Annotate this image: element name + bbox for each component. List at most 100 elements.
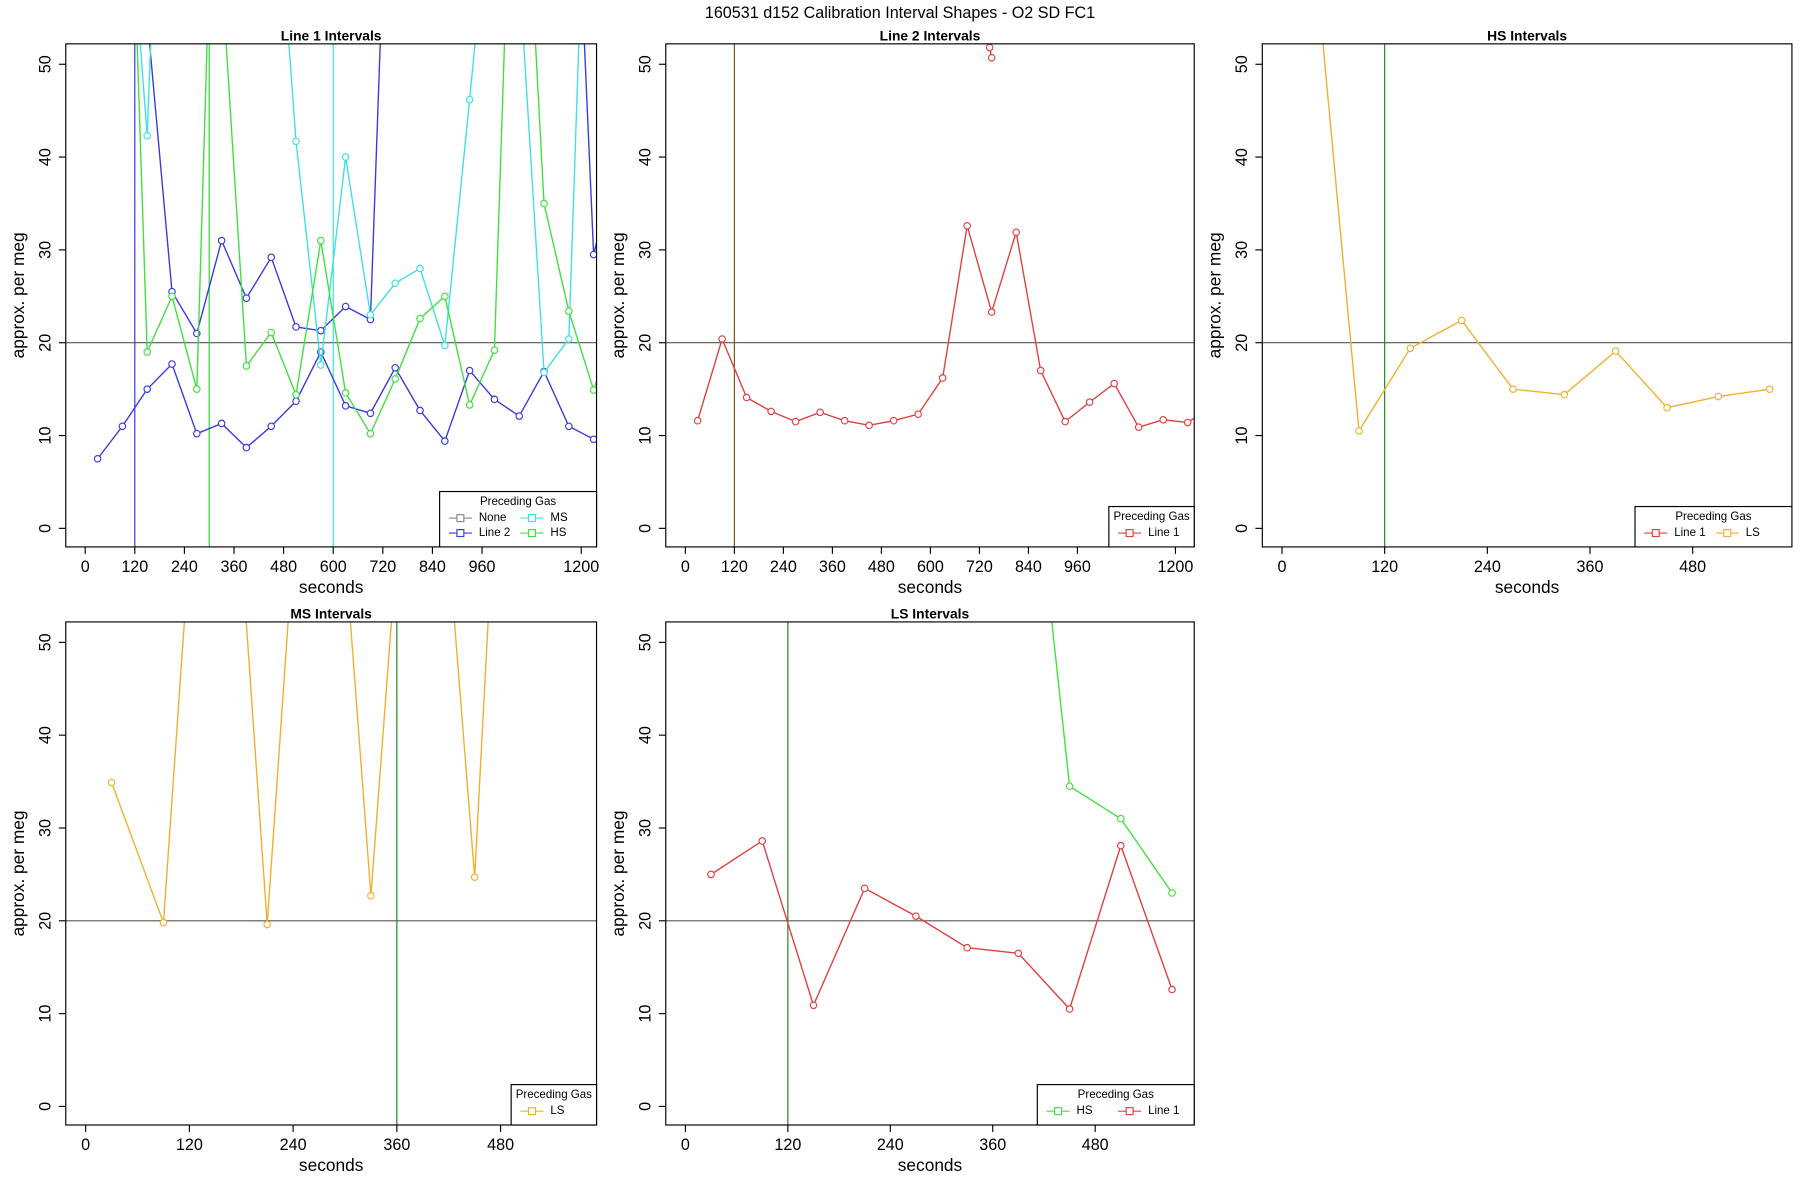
point [1509, 385, 1517, 393]
legend-marker [1723, 529, 1732, 538]
x-tick-label: 840 [419, 558, 446, 576]
point [1168, 889, 1176, 897]
point [758, 837, 767, 845]
point [1065, 1005, 1074, 1013]
point [366, 311, 375, 319]
y-tick-label: 50 [1233, 55, 1251, 73]
y-tick-label: 40 [636, 726, 654, 744]
point [985, 43, 994, 52]
point [742, 393, 751, 402]
point [366, 409, 375, 418]
point [938, 374, 947, 382]
point [603, 200, 609, 206]
y-tick-label: 40 [36, 726, 54, 744]
y-tick-label: 0 [636, 1102, 654, 1111]
point [292, 323, 300, 331]
plot-area [665, 43, 1195, 547]
x-tick-label: 120 [176, 1136, 203, 1154]
panel-title: HS Intervals [1487, 28, 1567, 44]
x-tick-label: 360 [221, 558, 248, 576]
figure-title: 160531 d152 Calibration Interval Shapes … [705, 4, 1095, 22]
plot-area [65, 43, 609, 547]
point [1134, 423, 1143, 431]
panel-title: Line 1 Intervals [281, 28, 382, 44]
point [267, 328, 276, 337]
point [1159, 415, 1168, 424]
y-tick-label: 10 [1233, 427, 1251, 445]
x-tick-label: 120 [1371, 558, 1398, 576]
x-tick-label: 600 [320, 558, 347, 576]
point [193, 385, 201, 393]
series-line [710, 839, 1173, 1011]
point [441, 341, 449, 350]
point [341, 402, 350, 410]
x-tick-label: 240 [770, 558, 797, 576]
point [490, 346, 499, 354]
point [1663, 403, 1671, 412]
point [791, 417, 800, 426]
point [1765, 385, 1774, 393]
point [860, 884, 869, 893]
y-tick-label: 50 [636, 633, 654, 651]
point [416, 314, 424, 323]
y-tick-label: 0 [1233, 524, 1251, 533]
point [416, 264, 424, 273]
point [767, 407, 775, 416]
x-tick-label: 840 [1015, 558, 1042, 576]
legend-title: Preceding Gas [1675, 511, 1751, 523]
y-axis-label: approx. per meg [608, 810, 628, 936]
point [540, 199, 548, 208]
y-axis-label: approx. per meg [8, 232, 28, 358]
point [391, 279, 400, 288]
x-axis-label: seconds [898, 1155, 963, 1175]
point [107, 778, 116, 787]
point [441, 292, 449, 301]
point [515, 412, 524, 420]
point [391, 363, 400, 372]
legend-box [1634, 505, 1793, 548]
point [589, 250, 597, 259]
panel-title: Line 2 Intervals [880, 28, 981, 44]
legend-marker [1125, 529, 1134, 538]
y-tick-label: 20 [636, 334, 654, 352]
legend-marker [1054, 1107, 1063, 1116]
x-tick-label: 1200 [563, 558, 599, 576]
x-tick-label: 360 [1577, 558, 1604, 576]
point [889, 416, 898, 425]
legend-label: Line 2 [479, 527, 510, 539]
panel: LS Intervals seconds approx. per meg 0 120 24… [608, 606, 1195, 1175]
point [292, 390, 300, 399]
y-tick-label: 10 [36, 1005, 54, 1023]
legend-marker [527, 514, 536, 523]
legend-marker [1125, 1107, 1134, 1116]
legend-marker [1651, 529, 1660, 538]
point [267, 253, 276, 262]
legend-marker [527, 529, 536, 538]
point [1014, 949, 1023, 958]
legend-label: HS [1077, 1105, 1093, 1117]
legend-label: Line 1 [1148, 1105, 1179, 1117]
x-axis-label: seconds [299, 1155, 364, 1175]
y-tick-label: 10 [636, 1005, 654, 1023]
point [565, 335, 573, 343]
y-tick-label: 40 [1233, 148, 1251, 166]
x-tick-label: 600 [917, 558, 944, 576]
point [1061, 417, 1069, 426]
point [809, 1001, 818, 1010]
point [367, 891, 375, 900]
point [1117, 841, 1125, 850]
plot-area [65, 621, 597, 1125]
legend-box [510, 1084, 598, 1126]
legend-title: Preceding Gas [1113, 511, 1189, 523]
y-tick-label: 0 [36, 524, 54, 533]
plot-frame [65, 43, 598, 548]
y-tick-label: 30 [36, 241, 54, 259]
y-axis-label: approx. per meg [8, 810, 28, 936]
point [93, 454, 102, 463]
point [603, 428, 609, 434]
x-tick-label: 360 [819, 558, 846, 576]
series-line [1051, 621, 1173, 894]
plot-frame [665, 43, 1195, 548]
x-tick-label: 120 [121, 558, 148, 576]
legend-marker [527, 1107, 536, 1116]
